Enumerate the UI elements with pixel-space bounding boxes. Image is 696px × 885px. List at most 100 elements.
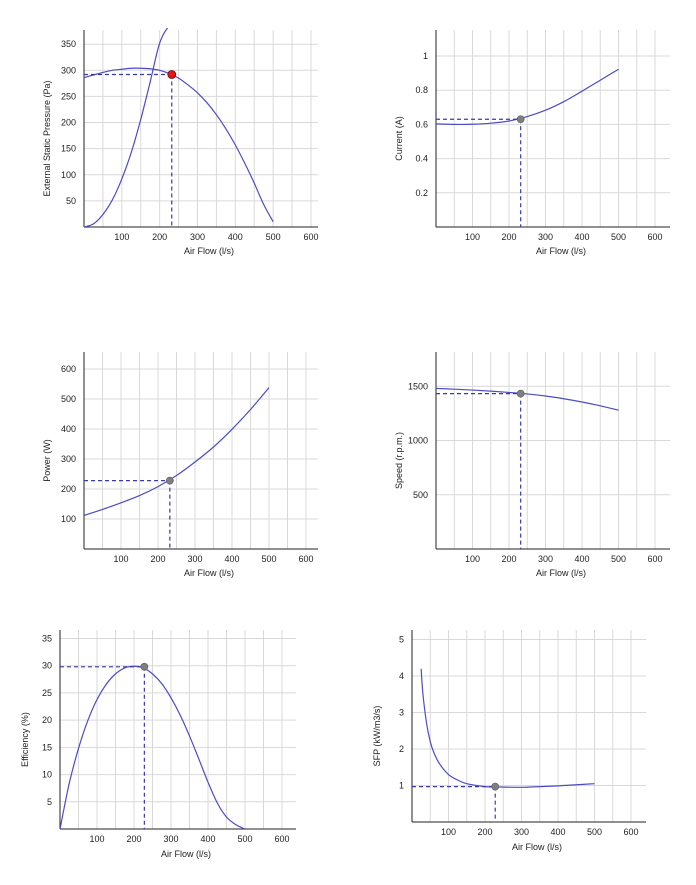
x-tick-label: 600: [298, 554, 313, 564]
y-tick-label: 500: [413, 490, 428, 500]
x-tick-label: 600: [274, 834, 289, 844]
x-axis-label: Air Flow (l/s): [512, 842, 562, 852]
pressure-chart: 100 200 300 400 500 600 50 100 150 200 250 300 350 Ai…: [42, 28, 318, 256]
x-tick-label: 400: [550, 827, 565, 837]
operating-point-marker[interactable]: [140, 662, 149, 671]
x-tick-label: 500: [611, 232, 626, 242]
y-axis-label: Current (A): [394, 116, 404, 161]
x-axis-label: Air Flow (l/s): [184, 568, 234, 578]
x-tick-label: 400: [200, 834, 215, 844]
y-tick-label: 300: [61, 454, 76, 464]
y-tick-label: 0.6: [415, 119, 428, 129]
speed-chart: 100 200 300 400 500 600 500 1000 1500 Air Flow (l…: [394, 352, 670, 578]
x-axis-label: Air Flow (l/s): [184, 246, 234, 256]
series-line: [436, 68, 619, 126]
x-tick-label: 100: [113, 554, 128, 564]
operating-point-marker[interactable]: [167, 70, 177, 79]
y-tick-label: 100: [61, 514, 76, 524]
x-tick-label: 100: [465, 232, 480, 242]
y-tick-label: 2: [399, 744, 404, 754]
y-tick-label: 10: [42, 770, 52, 780]
x-tick-label: 600: [303, 232, 318, 242]
sfp-chart: 100 200 300 400 500 600 1 2 3 4 5 Air Flow (l/s) SFP…: [372, 630, 646, 852]
x-tick-label: 500: [611, 554, 626, 564]
y-tick-label: 5: [399, 635, 404, 645]
x-tick-label: 200: [501, 232, 516, 242]
efficiency-chart: 100 200 300 400 500 600 5 10 15 20 25 30 35 Air Flow …: [20, 630, 296, 859]
series-line: [420, 668, 595, 788]
y-tick-label: 5: [47, 797, 52, 807]
y-axis-label: Power (W): [42, 439, 52, 482]
y-tick-label: 15: [42, 742, 52, 752]
fan-curve-line: [84, 67, 274, 223]
x-tick-label: 400: [574, 232, 589, 242]
x-tick-label: 300: [538, 554, 553, 564]
x-tick-label: 600: [623, 827, 638, 837]
y-tick-label: 30: [42, 661, 52, 671]
x-tick-label: 200: [501, 554, 516, 564]
y-tick-label: 350: [61, 39, 76, 49]
x-tick-label: 600: [647, 554, 662, 564]
x-tick-label: 500: [237, 834, 252, 844]
operating-point-marker[interactable]: [491, 782, 500, 791]
series-line: [436, 387, 619, 411]
y-tick-label: 500: [61, 394, 76, 404]
x-tick-label: 100: [89, 834, 104, 844]
x-axis-label: Air Flow (l/s): [161, 849, 211, 859]
power-chart: 100 200 300 400 500 600 100 200 300 400 500 600 Air …: [42, 352, 318, 578]
y-tick-label: 300: [61, 65, 76, 75]
x-axis-label: Air Flow (l/s): [536, 568, 586, 578]
x-tick-label: 300: [190, 232, 205, 242]
x-tick-label: 100: [465, 554, 480, 564]
x-tick-label: 300: [514, 827, 529, 837]
y-axis-label: Efficiency (%): [20, 712, 30, 767]
x-tick-label: 500: [261, 554, 276, 564]
operating-point-marker[interactable]: [516, 389, 525, 398]
y-tick-label: 1500: [408, 381, 428, 391]
y-tick-label: 150: [61, 144, 76, 154]
x-tick-label: 200: [126, 834, 141, 844]
x-tick-label: 200: [150, 554, 165, 564]
y-tick-label: 200: [61, 484, 76, 494]
y-axis-label: SFP (kW/m3/s): [372, 706, 382, 767]
y-tick-label: 0.8: [415, 85, 428, 95]
x-tick-label: 300: [187, 554, 202, 564]
x-tick-label: 500: [587, 827, 602, 837]
x-tick-label: 300: [163, 834, 178, 844]
y-tick-label: 35: [42, 633, 52, 643]
series-line: [84, 387, 270, 516]
x-tick-label: 200: [477, 827, 492, 837]
y-tick-label: 0.4: [415, 154, 428, 164]
y-tick-label: 1000: [408, 436, 428, 446]
system-curve-line: [84, 28, 169, 227]
y-tick-label: 50: [66, 196, 76, 206]
operating-point-marker[interactable]: [516, 115, 525, 124]
y-tick-label: 200: [61, 118, 76, 128]
y-tick-label: 20: [42, 715, 52, 725]
y-tick-label: 100: [61, 170, 76, 180]
operating-point-marker[interactable]: [165, 476, 174, 485]
x-tick-label: 300: [538, 232, 553, 242]
current-chart: 100 200 300 400 500 600 0.2 0.4 0.6 0.8 1 Air Flow …: [394, 30, 670, 256]
y-tick-label: 3: [399, 708, 404, 718]
y-axis-label: External Static Pressure (Pa): [42, 80, 52, 196]
y-tick-label: 0.2: [415, 188, 428, 198]
y-tick-label: 4: [399, 671, 404, 681]
x-axis-label: Air Flow (l/s): [536, 246, 586, 256]
x-tick-label: 400: [224, 554, 239, 564]
y-tick-label: 25: [42, 688, 52, 698]
x-tick-label: 200: [152, 232, 167, 242]
x-tick-label: 500: [266, 232, 281, 242]
y-tick-label: 1: [399, 781, 404, 791]
x-tick-label: 600: [647, 232, 662, 242]
y-tick-label: 400: [61, 424, 76, 434]
series-line: [60, 665, 246, 829]
y-tick-label: 1: [423, 51, 428, 61]
x-tick-label: 100: [441, 827, 456, 837]
y-tick-label: 600: [61, 364, 76, 374]
x-tick-label: 400: [228, 232, 243, 242]
y-axis-label: Speed (r.p.m.): [394, 432, 404, 489]
x-tick-label: 400: [574, 554, 589, 564]
x-tick-label: 100: [114, 232, 129, 242]
